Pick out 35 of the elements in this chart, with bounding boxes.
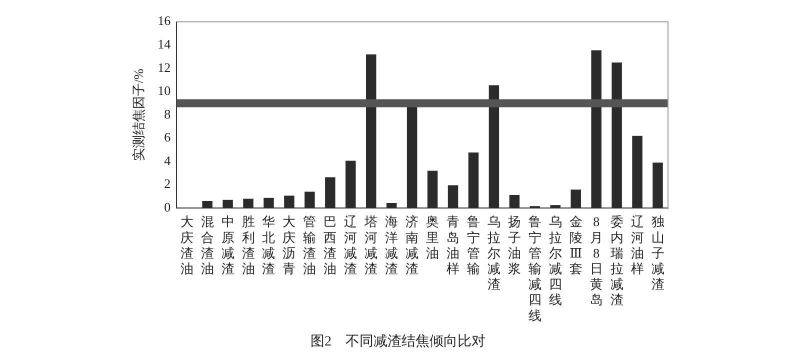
x-tick-label: 鲁宁管输 bbox=[466, 214, 480, 276]
x-tick-label: 华北减渣 bbox=[262, 214, 276, 276]
x-tick-label: 青岛油样 bbox=[446, 214, 460, 276]
y-tick-label: 8 bbox=[164, 106, 171, 122]
y-tick-label: 12 bbox=[158, 60, 171, 75]
y-tick-label: 2 bbox=[164, 176, 171, 192]
x-tick-label: 金陵Ⅲ套 bbox=[569, 214, 582, 276]
x-tick-label: 辽河减渣 bbox=[344, 214, 358, 276]
x-tick-label: 乌拉尔减渣 bbox=[487, 214, 500, 292]
x-tick-label: 辽河油样 bbox=[630, 214, 644, 276]
x-tick-label: 中原减渣 bbox=[221, 214, 234, 276]
x-tick-label: 济南减渣 bbox=[406, 214, 419, 276]
y-tick-label: 14 bbox=[158, 36, 172, 52]
x-tick-label: 8月8日黄岛 bbox=[590, 214, 603, 308]
text: 图2 不同减渣结焦倾向比对 bbox=[310, 333, 486, 350]
x-tick-label: 胜利渣油 bbox=[242, 214, 255, 276]
x-tick-label: 鲁宁管输减四线 bbox=[528, 214, 542, 323]
x-tick-label: 扬子油浆 bbox=[508, 214, 521, 276]
x-tick-label: 塔河减渣 bbox=[364, 214, 378, 276]
x-tick-label: 海洋减渣 bbox=[385, 214, 398, 276]
x-tick-label: 混合渣油 bbox=[200, 214, 214, 276]
x-tick-label: 大庆渣油 bbox=[180, 214, 194, 276]
y-tick-label: 0 bbox=[164, 199, 171, 214]
y-axis-title: 实测结焦因子/% bbox=[131, 68, 146, 162]
y-tick-label: 6 bbox=[164, 130, 172, 145]
y-tick-label: 16 bbox=[158, 13, 172, 28]
x-tick-label: 独山子减渣 bbox=[651, 214, 664, 292]
x-tick-label: 巴西渣油 bbox=[324, 214, 337, 276]
y-tick-label: 10 bbox=[158, 83, 171, 98]
x-tick-label: 管输渣油 bbox=[303, 214, 316, 276]
x-tick-label: 乌拉尔减四线 bbox=[548, 214, 562, 308]
x-tick-label: 委内瑞拉减渣 bbox=[610, 214, 624, 308]
x-tick-label: 大庆沥青 bbox=[282, 214, 296, 276]
y-tick-label: 4 bbox=[164, 152, 172, 168]
x-tick-label: 奥里油 bbox=[426, 214, 440, 260]
